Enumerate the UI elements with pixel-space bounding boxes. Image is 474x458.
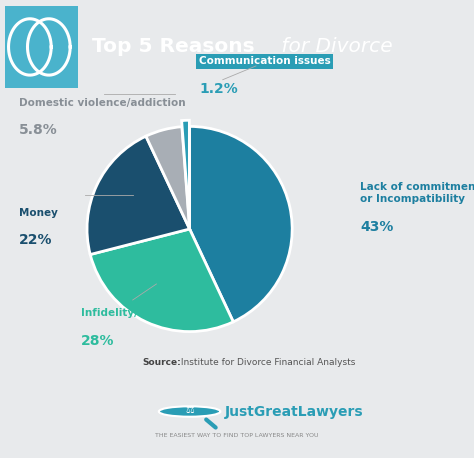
Wedge shape xyxy=(90,229,233,332)
FancyBboxPatch shape xyxy=(5,5,78,88)
Text: 1.2%: 1.2% xyxy=(199,82,238,96)
Wedge shape xyxy=(146,127,190,229)
Text: 28%: 28% xyxy=(81,334,114,348)
Text: Money: Money xyxy=(19,207,58,218)
Circle shape xyxy=(159,406,220,417)
Text: Communication issues: Communication issues xyxy=(199,56,331,66)
Wedge shape xyxy=(190,126,292,322)
Text: for Divorce: for Divorce xyxy=(275,38,392,56)
Text: Source:: Source: xyxy=(142,359,181,367)
Text: Infidelity/affairs: Infidelity/affairs xyxy=(81,308,176,318)
Text: 5.8%: 5.8% xyxy=(19,123,58,137)
Text: 22%: 22% xyxy=(19,233,53,247)
Text: Institute for Divorce Financial Analysts: Institute for Divorce Financial Analysts xyxy=(178,359,355,367)
Wedge shape xyxy=(87,136,190,255)
Text: 43%: 43% xyxy=(360,219,393,234)
Text: JustGreatLawyers: JustGreatLawyers xyxy=(225,404,364,419)
Wedge shape xyxy=(182,120,190,223)
Text: THE EASIEST WAY TO FIND TOP LAWYERS NEAR YOU: THE EASIEST WAY TO FIND TOP LAWYERS NEAR… xyxy=(155,433,319,438)
Text: Lack of commitment
or Incompatibility: Lack of commitment or Incompatibility xyxy=(360,182,474,204)
Text: Top 5 Reasons: Top 5 Reasons xyxy=(92,38,255,56)
Text: Domestic violence/addiction: Domestic violence/addiction xyxy=(19,98,186,108)
Text: ⚖: ⚖ xyxy=(185,405,194,415)
